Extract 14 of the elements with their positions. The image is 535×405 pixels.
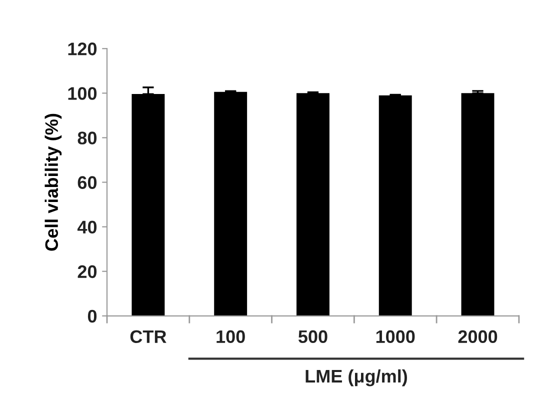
- x-tick-label: 2000: [458, 330, 498, 344]
- y-tick-label: 100: [68, 87, 97, 100]
- x-tick-label: 500: [298, 330, 328, 344]
- y-axis-title: Cell viability (%): [44, 114, 62, 251]
- x-tick-label: 1000: [376, 330, 415, 344]
- y-tick-label: 120: [68, 42, 97, 56]
- y-tick-label: 80: [78, 132, 97, 144]
- y-tick-label: 40: [77, 220, 97, 234]
- x-tick-label: CTR: [130, 330, 166, 344]
- x-tick-label: 100: [216, 330, 245, 344]
- x-axis-title: LME (μg/ml): [306, 369, 407, 386]
- y-tick-label: 0: [88, 310, 97, 323]
- y-tick-label: 20: [78, 265, 97, 278]
- y-tick-label: 60: [78, 176, 97, 189]
